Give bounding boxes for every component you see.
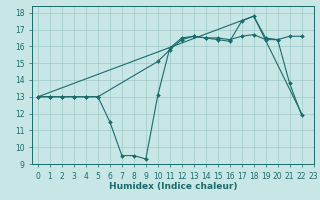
X-axis label: Humidex (Indice chaleur): Humidex (Indice chaleur) <box>108 182 237 191</box>
